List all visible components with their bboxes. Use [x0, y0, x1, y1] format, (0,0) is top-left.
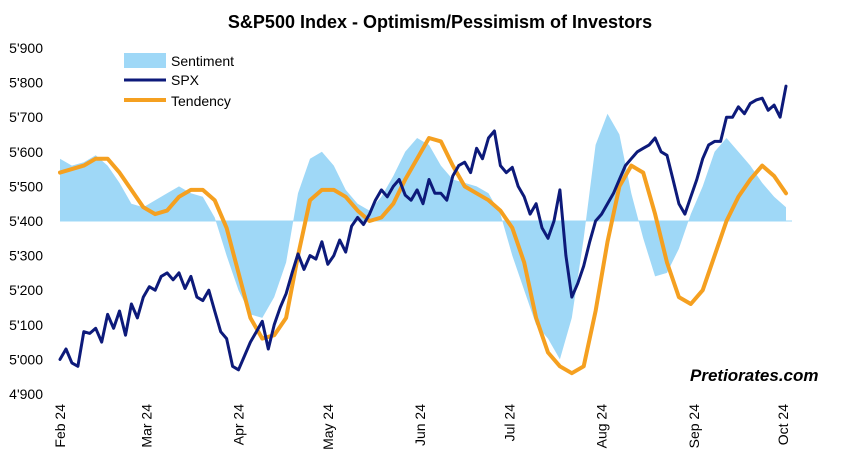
y-tick-label: 5'100: [9, 317, 43, 333]
y-tick-label: 5'600: [9, 144, 43, 160]
spx-line: [58, 84, 788, 372]
x-axis: Feb 24 Mar 24 Apr 24 May 24 Jun 24 Jul 24 Aug …: [52, 404, 791, 450]
x-tick-label: Aug 24: [594, 404, 610, 449]
plot-area: [58, 84, 792, 376]
y-tick-label: 5'000: [9, 351, 43, 367]
y-tick-label: 5'400: [9, 213, 43, 229]
tendency-line: [58, 136, 788, 376]
legend-sentiment-swatch: [124, 53, 166, 68]
y-axis: 5'900 5'800 5'700 5'600 5'500 5'400 5'300 5'200…: [9, 40, 43, 402]
y-tick-label: 5'700: [9, 109, 43, 125]
y-tick-label: 5'300: [9, 248, 43, 264]
y-tick-label: 5'500: [9, 178, 43, 194]
x-tick-label: Apr 24: [231, 404, 247, 445]
watermark: Pretiorates.com: [690, 366, 819, 385]
x-tick-label: May 24: [320, 404, 336, 450]
legend-sentiment-label: Sentiment: [171, 53, 234, 69]
y-tick-label: 5'800: [9, 75, 43, 91]
legend-spx-label: SPX: [171, 72, 200, 88]
legend-tendency-label: Tendency: [171, 93, 231, 109]
x-tick-label: Jun 24: [412, 404, 428, 446]
x-tick-label: Sep 24: [686, 404, 702, 449]
x-tick-label: Oct 24: [775, 404, 791, 445]
y-tick-label: 4'900: [9, 386, 43, 402]
y-tick-label: 5'900: [9, 40, 43, 56]
x-tick-label: Jul 24: [501, 404, 517, 442]
x-tick-label: Feb 24: [52, 404, 68, 448]
y-tick-label: 5'200: [9, 282, 43, 298]
chart-title: S&P500 Index - Optimism/Pessimism of Inv…: [228, 12, 652, 32]
legend: Sentiment SPX Tendency: [124, 53, 234, 109]
x-tick-label: Mar 24: [138, 404, 154, 448]
sentiment-area: [60, 113, 786, 360]
